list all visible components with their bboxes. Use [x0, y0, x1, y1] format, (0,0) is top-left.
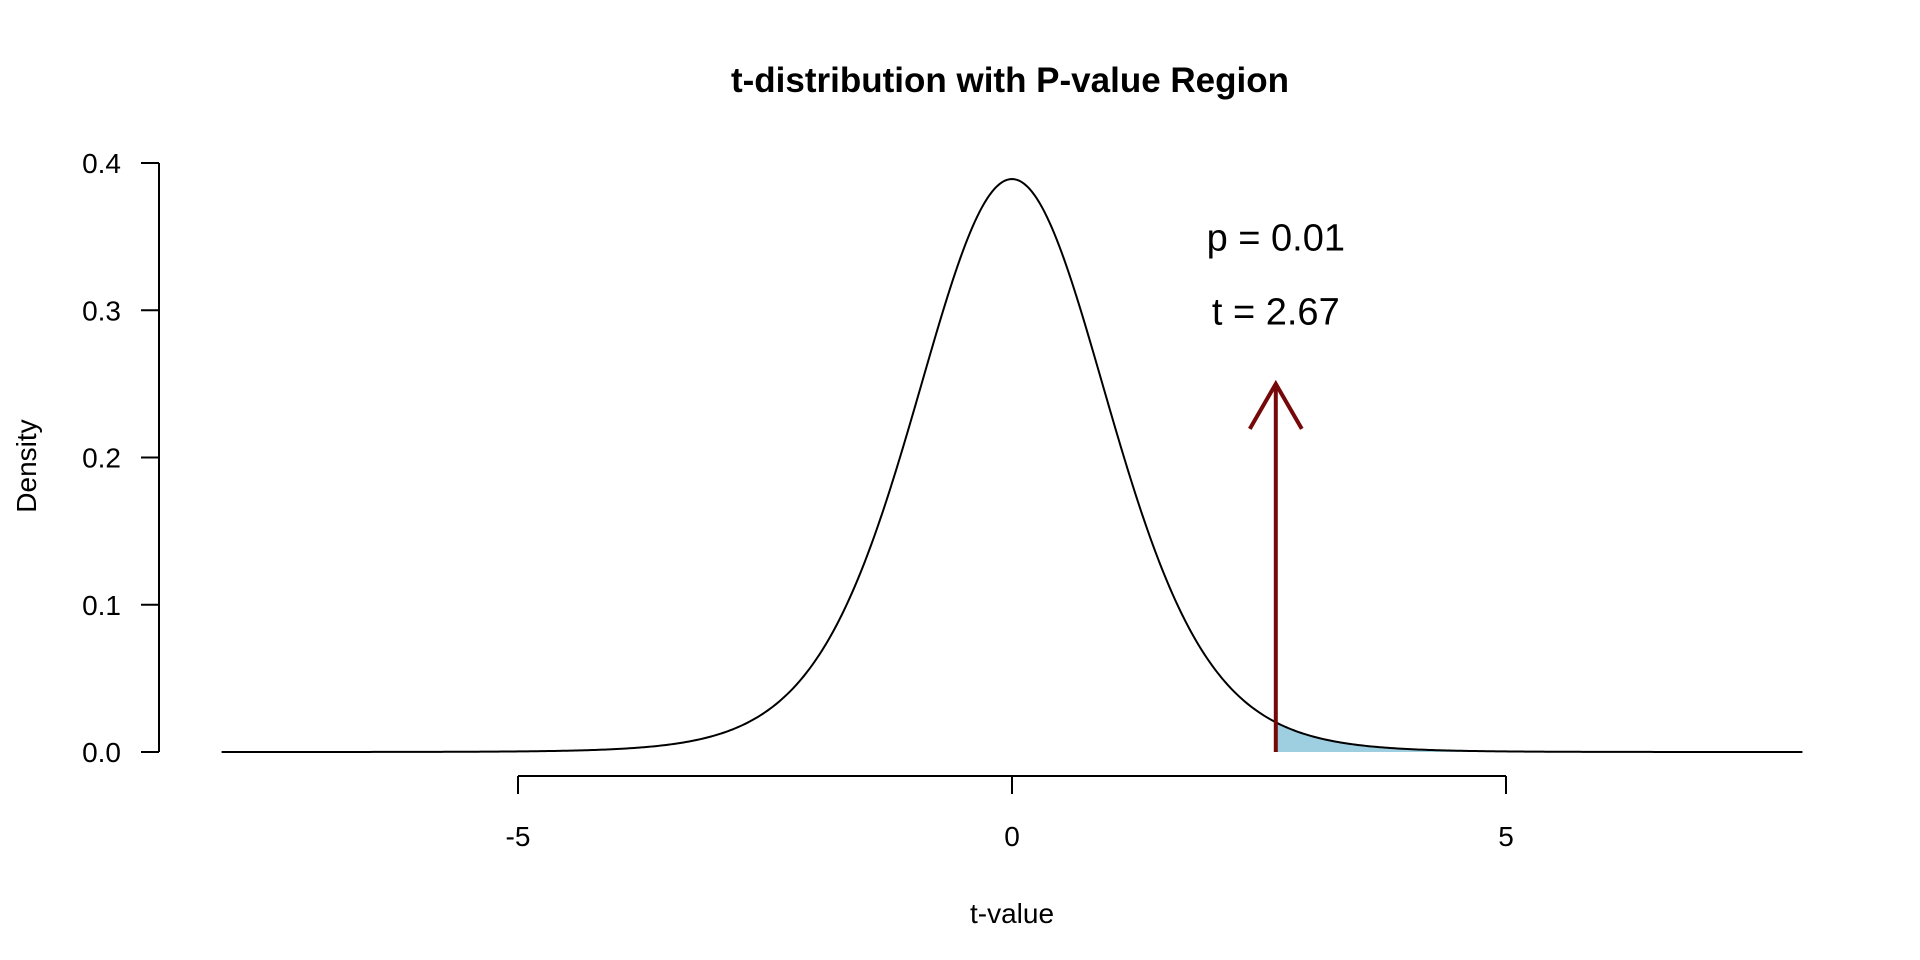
p-value-annotation: p = 0.01	[1207, 218, 1345, 260]
y-axis-title: Density	[11, 419, 42, 512]
y-tick-label: 0.3	[82, 295, 121, 326]
x-tick-label: -5	[506, 821, 531, 852]
p-value-region	[1275, 722, 1803, 752]
density-curve	[221, 178, 1803, 753]
y-tick-label: 0.0	[82, 737, 121, 768]
t-value-annotation: t = 2.67	[1212, 291, 1340, 333]
chart-title: t-distribution with P-value Region	[731, 61, 1289, 100]
x-axis-title: t-value	[970, 898, 1054, 929]
x-tick-label: 5	[1498, 821, 1514, 852]
y-tick-label: 0.1	[82, 590, 121, 621]
y-ticks: 0.0 0.1 0.2 0.3 0.4	[82, 148, 159, 768]
y-tick-label: 0.2	[82, 443, 121, 474]
arrow-head	[1248, 379, 1304, 430]
y-tick-label: 0.4	[82, 148, 121, 179]
x-ticks: -5 0 5	[506, 776, 1514, 852]
x-tick-label: 0	[1004, 821, 1020, 852]
t-value-arrow	[1248, 379, 1304, 752]
